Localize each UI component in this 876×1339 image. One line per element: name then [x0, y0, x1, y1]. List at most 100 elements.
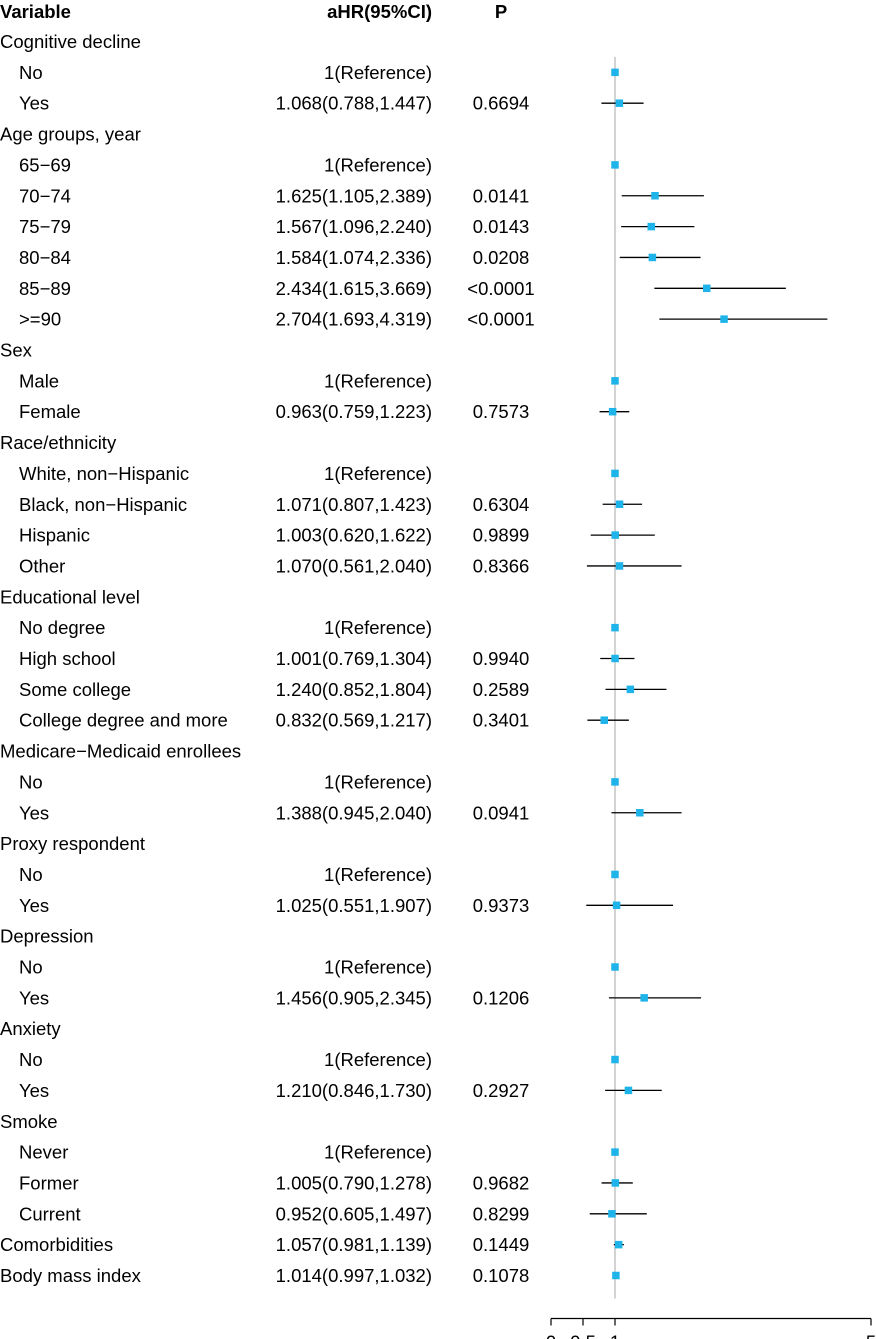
table-row: Female 0.963(0.759,1.223) 0.7573 [19, 401, 529, 422]
row-label: Yes [19, 802, 49, 823]
point-estimate-marker [612, 901, 621, 910]
row-label: Former [19, 1172, 79, 1193]
table-row: 80−84 1.584(1.074,2.336) 0.0208 [19, 247, 529, 268]
point-estimate-marker [626, 685, 635, 694]
p-value-text: 0.6304 [473, 494, 530, 515]
row-label: No [19, 1049, 43, 1070]
group-label: Educational level [0, 586, 140, 607]
table-row: 65−69 1(Reference) [19, 154, 432, 175]
estimate-text: 1.025(0.551,1.907) [276, 895, 432, 916]
row-label: Never [19, 1142, 68, 1163]
table-row: No 1(Reference) [19, 62, 432, 83]
row-label: Male [19, 370, 59, 391]
p-value-text: 0.2589 [473, 679, 530, 700]
row-label: 75−79 [19, 216, 71, 237]
point-estimate-marker [611, 1179, 620, 1187]
estimate-text: 2.704(1.693,4.319) [276, 309, 432, 330]
table-row: Body mass index 1.014(0.997,1.032) 0.1078 [0, 1265, 529, 1286]
row-label: No [19, 957, 43, 978]
table-row: Race/ethnicity [0, 432, 117, 453]
table-row: Proxy respondent [0, 833, 145, 854]
row-label: Some college [19, 679, 131, 700]
table-row: Age groups, year [0, 124, 141, 145]
x-tick-label: 5 [866, 1332, 876, 1339]
point-estimate-marker [608, 407, 617, 416]
point-estimate-marker [720, 315, 728, 323]
point-estimate-marker [703, 284, 711, 293]
estimate-text: 1.014(0.997,1.032) [276, 1265, 432, 1286]
row-label: Current [19, 1203, 81, 1224]
row-label: No [19, 62, 43, 83]
table-row: White, non−Hispanic 1(Reference) [19, 463, 432, 484]
row-label: College degree and more [19, 710, 228, 731]
row-label: Black, non−Hispanic [19, 494, 187, 515]
estimate-text: 1(Reference) [324, 154, 432, 175]
table-row: Anxiety [0, 1018, 61, 1039]
row-label: Hispanic [19, 525, 90, 546]
point-estimate-marker [640, 994, 648, 1002]
point-estimate-marker [611, 870, 619, 879]
estimate-text: 1.057(0.981,1.139) [276, 1234, 432, 1255]
table-row: Former 1.005(0.790,1.278) 0.9682 [19, 1172, 529, 1193]
table-row: >=90 2.704(1.693,4.319) <0.0001 [19, 309, 535, 330]
row-label: 80−84 [19, 247, 71, 268]
table-row: Yes 1.456(0.905,2.345) 0.1206 [19, 987, 529, 1008]
table-row: No 1(Reference) [19, 864, 432, 885]
x-tick-label: 0.5 [570, 1332, 596, 1339]
table-row: Educational level [0, 586, 140, 607]
point-estimate-marker [600, 716, 608, 724]
estimate-text: 1.240(0.852,1.804) [276, 679, 432, 700]
point-estimate-marker [611, 963, 619, 971]
estimate-text: 0.832(0.569,1.217) [276, 710, 432, 731]
group-label: Medicare−Medicaid enrollees [0, 741, 241, 762]
row-label: White, non−Hispanic [19, 463, 189, 484]
estimate-marks [586, 68, 828, 1280]
estimate-text: 1.210(0.846,1.730) [276, 1080, 432, 1101]
table-row: Male 1(Reference) [19, 370, 432, 391]
group-label: Proxy respondent [0, 833, 145, 854]
row-label: Yes [19, 1080, 49, 1101]
estimate-text: 1.456(0.905,2.345) [276, 987, 432, 1008]
header-p: P [495, 1, 507, 22]
row-label: 65−69 [19, 154, 71, 175]
p-value-text: <0.0001 [467, 278, 534, 299]
p-value-text: 0.1206 [473, 987, 530, 1008]
row-label: No degree [19, 617, 105, 638]
row-label: 85−89 [19, 278, 71, 299]
estimate-text: 1.070(0.561,2.040) [276, 555, 432, 576]
group-label: Age groups, year [0, 124, 141, 145]
row-label: Yes [19, 987, 49, 1008]
point-estimate-marker [611, 68, 619, 77]
table-row: 85−89 2.434(1.615,3.669) <0.0001 [19, 278, 535, 299]
row-label: Yes [19, 895, 49, 916]
row-label: Other [19, 555, 65, 576]
table-row: Never 1(Reference) [19, 1142, 432, 1163]
point-estimate-marker [611, 623, 619, 632]
p-value-text: 0.9373 [473, 895, 530, 916]
group-label: Sex [0, 340, 33, 361]
estimate-text: 1.388(0.945,2.040) [276, 802, 432, 823]
estimate-text: 1.071(0.807,1.423) [276, 494, 432, 515]
p-value-text: 0.1449 [473, 1234, 530, 1255]
estimate-text: 1.567(1.096,2.240) [276, 216, 432, 237]
table-row: 70−74 1.625(1.105,2.389) 0.0141 [19, 185, 529, 206]
group-label: Smoke [0, 1111, 58, 1132]
row-label: >=90 [19, 309, 61, 330]
p-value-text: 0.9899 [473, 525, 530, 546]
table-row: High school 1.001(0.769,1.304) 0.9940 [19, 648, 529, 669]
table-row: Cognitive decline [0, 31, 141, 52]
point-estimate-marker [611, 377, 619, 385]
estimate-text: 1.068(0.788,1.447) [276, 93, 432, 114]
point-estimate-marker [611, 161, 619, 169]
estimate-text: 1(Reference) [324, 957, 432, 978]
table-row: Yes 1.388(0.945,2.040) 0.0941 [19, 802, 529, 823]
p-value-text: 0.9940 [473, 648, 530, 669]
table-rows: Cognitive decline No 1(Reference) Yes 1.068(… [0, 31, 535, 1286]
table-row: No 1(Reference) [19, 1049, 432, 1070]
estimate-text: 1(Reference) [324, 370, 432, 391]
point-estimate-marker [647, 222, 656, 231]
row-label: No [19, 864, 43, 885]
estimate-text: 1(Reference) [324, 1049, 432, 1070]
estimate-text: 0.952(0.605,1.497) [276, 1203, 432, 1224]
header-variable: Variable [0, 1, 71, 22]
